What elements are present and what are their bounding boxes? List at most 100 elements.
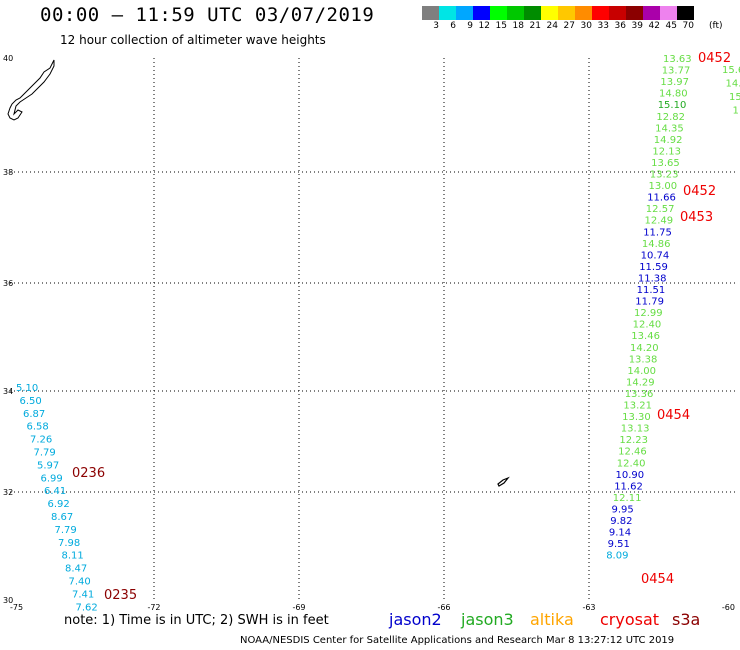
swh-value: 6.41 (44, 486, 66, 497)
swh-value: 11.59 (639, 262, 668, 273)
lat-lon-grid (10, 58, 735, 600)
colorbar-swatch (507, 6, 524, 20)
swh-value: 9.51 (608, 539, 630, 550)
swh-value: 7.40 (69, 577, 91, 588)
colorbar-swatch (541, 6, 558, 20)
colorbar-label: 30 (580, 21, 592, 31)
colorbar-swatch (609, 6, 626, 20)
swh-value: 11.51 (637, 285, 666, 296)
swh-value: 13.21 (623, 401, 652, 412)
colorbar-label: 33 (597, 21, 609, 31)
altimeter-tracks: 13.6313.7713.9714.8015.1012.8214.3514.92… (16, 54, 740, 613)
latitude-tick-label: 34 (3, 387, 13, 396)
longitude-tick-label: -66 (437, 603, 450, 612)
swh-value: 11.75 (643, 227, 672, 238)
swh-value: 9.82 (610, 516, 632, 527)
legend-altika: altika (530, 610, 574, 629)
track-west: 5.106.506.876.587.267.795.976.996.416.92… (16, 383, 98, 613)
swh-value: 15.6 (722, 65, 740, 76)
swh-value: 5.10 (16, 383, 38, 394)
colorbar-swatch (643, 6, 660, 20)
pass-time-label: 0236 (72, 466, 105, 481)
swh-value: 7.98 (58, 538, 80, 549)
colorbar-label: 27 (563, 21, 575, 31)
legend-jason3: jason3 (461, 610, 514, 629)
colorbar-label: 6 (450, 21, 456, 31)
coastline-path (7, 59, 55, 121)
swh-value: 11.66 (647, 193, 676, 204)
swh-value: 12.82 (656, 112, 685, 123)
swh-value: 10.90 (616, 470, 645, 481)
swh-value: 11.38 (638, 274, 667, 285)
swh-value: 14. (726, 79, 740, 90)
swh-value: 6.50 (20, 396, 42, 407)
swh-value: 14.35 (655, 123, 684, 134)
colorbar-label: 9 (467, 21, 473, 31)
pass-time-label: 0454 (657, 408, 690, 423)
swh-value: 12.99 (634, 308, 663, 319)
swh-value: 13.00 (649, 181, 678, 192)
pass-time-label: 0235 (104, 588, 137, 603)
track-east: 13.6313.7713.9714.8015.1012.8214.3514.92… (606, 54, 691, 562)
colorbar-label: 12 (478, 21, 490, 31)
swh-value: 7.79 (34, 448, 56, 459)
latitude-tick-label: 36 (3, 279, 13, 288)
colorbar-label: 3 (433, 21, 439, 31)
swh-value: 12.23 (619, 435, 648, 446)
pass-time-label: 0453 (680, 210, 713, 225)
swh-value: 6.92 (48, 499, 70, 510)
swh-value: 12.11 (613, 493, 642, 504)
swh-value: 15.10 (658, 100, 687, 111)
legend-jason2: jason2 (389, 610, 442, 629)
swh-value: 10.74 (641, 250, 670, 261)
colorbar-swatch (677, 6, 694, 20)
pass-time-label: 0452 (698, 51, 731, 66)
track-far-east: 15.6 14. 15 1 (722, 65, 740, 117)
swh-value: 14.20 (630, 343, 659, 354)
legend-s3a: s3a (672, 610, 701, 629)
pass-time-labels: 0452 0452 0453 0454 0454 0236 0235 (72, 51, 731, 603)
colorbar-label: 70 (682, 21, 694, 31)
swh-value: 8.47 (65, 564, 87, 575)
swh-value: 1 (733, 106, 739, 117)
latitude-tick-label: 40 (3, 54, 13, 63)
colorbar-swatch (660, 6, 677, 20)
swh-value: 13.36 (625, 389, 654, 400)
swh-value: 11.79 (635, 297, 664, 308)
swh-value: 13.38 (629, 354, 658, 365)
swh-value: 11.62 (614, 481, 643, 492)
colorbar-swatch (473, 6, 490, 20)
swh-value: 12.40 (617, 458, 646, 469)
swh-value: 13.97 (660, 77, 689, 88)
swh-value: 12.57 (646, 204, 675, 215)
coastline (7, 59, 510, 487)
latitude-tick-label: 38 (3, 168, 13, 177)
swh-value: 7.79 (55, 525, 77, 536)
latitude-tick-label: 30 (3, 596, 13, 605)
longitude-tick-label: -69 (292, 603, 305, 612)
swh-value: 7.41 (72, 589, 94, 600)
swh-value: 9.95 (612, 505, 634, 516)
colorbar-swatch (524, 6, 541, 20)
page-subtitle: 12 hour collection of altimeter wave hei… (60, 33, 326, 47)
swh-value: 12.13 (652, 146, 681, 157)
colorbar-label: 42 (648, 21, 660, 31)
colorbar-swatch (439, 6, 456, 20)
swh-value: 6.87 (23, 409, 45, 420)
swh-value: 7.62 (76, 602, 98, 613)
swh-value: 7.26 (30, 435, 52, 446)
colorbar-label: 21 (529, 21, 541, 31)
colorbar-swatch (558, 6, 575, 20)
latitude-tick-label: 32 (3, 488, 13, 497)
colorbar-swatch (575, 6, 592, 20)
swh-value: 13.77 (662, 66, 691, 77)
swh-value: 8.67 (51, 512, 73, 523)
colorbar-label: 36 (614, 21, 626, 31)
colorbar-tick-labels: 3 6 9 12 15 18 21 24 27 30 33 36 39 42 45 70 (422, 21, 694, 31)
swh-value: 6.58 (27, 422, 49, 433)
swh-value: 13.23 (650, 170, 679, 181)
swh-value: 6.99 (41, 473, 63, 484)
swh-value: 13.65 (651, 158, 680, 169)
